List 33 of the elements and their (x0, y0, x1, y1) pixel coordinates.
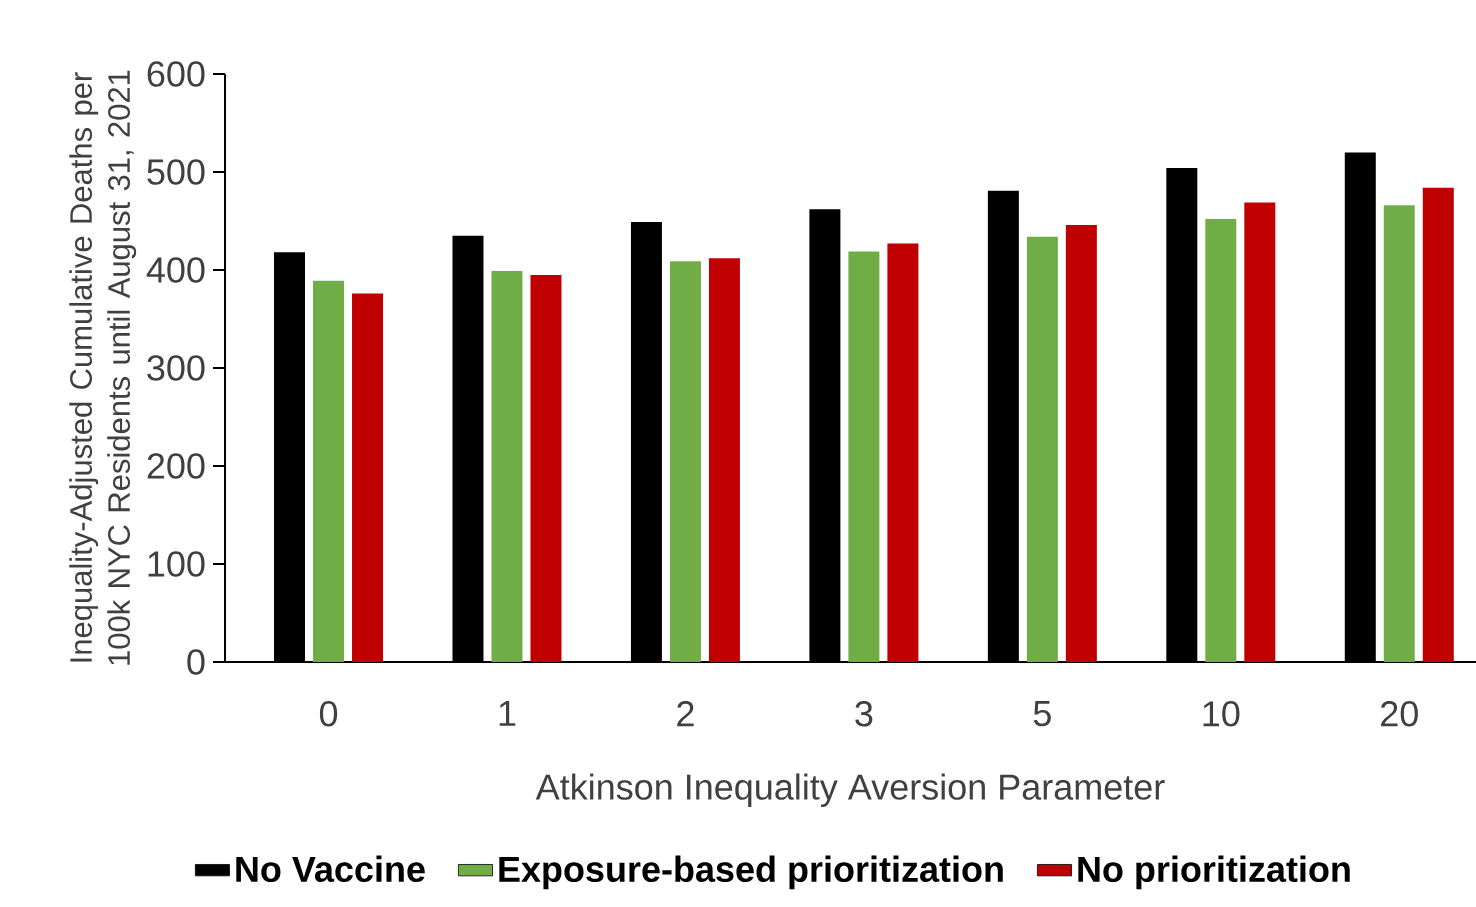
y-tick-label: 400 (146, 257, 205, 283)
bar (1026, 236, 1058, 662)
bar (1422, 187, 1454, 662)
legend-label: No Vaccine (236, 855, 425, 883)
bar (669, 261, 701, 662)
y-tick-label: 600 (147, 61, 205, 87)
bar (708, 258, 740, 662)
bar (530, 274, 562, 662)
legend-label: Exposure-based prioritization (499, 855, 1003, 890)
x-tick-label: 3 (855, 701, 873, 727)
x-axis-title: Atkinson Inequality Aversion Parameter (535, 773, 1165, 807)
bar (848, 251, 880, 662)
bar (352, 293, 384, 662)
x-tick-label: 10 (1203, 701, 1240, 727)
y-tick-label: 300 (147, 355, 205, 381)
bar (1244, 202, 1276, 662)
bar (887, 243, 919, 662)
bar (1065, 224, 1097, 662)
y-axis-title: Inequality-Adjusted Cumulative Deaths per 100k NYC Residents until August 31, 2021 (69, 70, 137, 665)
bar (1205, 219, 1237, 662)
y-tick-label: 500 (147, 159, 205, 185)
y-tick-label: 0 (187, 649, 205, 675)
y-tick-label: 200 (147, 453, 205, 479)
bar (491, 270, 523, 662)
x-tick-label: 0 (319, 701, 338, 727)
bar (1383, 205, 1415, 662)
y-tick-label: 100 (148, 551, 205, 577)
x-tick-label: 2 (677, 701, 694, 727)
x-tick-label: 1 (499, 701, 516, 726)
legend-label: No prioritization (1078, 855, 1350, 890)
x-tick-label: 20 (1381, 701, 1418, 727)
x-tick-label: 5 (1033, 701, 1051, 727)
bar (313, 280, 345, 662)
